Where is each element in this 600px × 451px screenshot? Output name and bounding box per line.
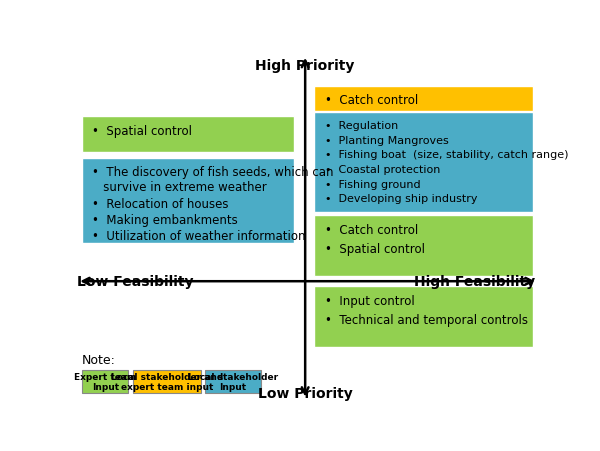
Text: Low Priority: Low Priority	[258, 386, 353, 400]
FancyBboxPatch shape	[82, 117, 293, 153]
Text: Note:: Note:	[82, 353, 116, 366]
FancyBboxPatch shape	[314, 216, 533, 276]
Text: •  Making embankments: • Making embankments	[92, 214, 238, 227]
Text: •  Fishing boat  (size, stability, catch range): • Fishing boat (size, stability, catch r…	[325, 150, 568, 160]
Text: Low Feasibility: Low Feasibility	[77, 275, 194, 289]
Text: •  Utilization of weather information: • Utilization of weather information	[92, 230, 306, 243]
Text: High Feasibility: High Feasibility	[414, 275, 535, 289]
Text: High Priority: High Priority	[256, 60, 355, 74]
Text: •  Developing ship industry: • Developing ship industry	[325, 194, 477, 204]
Text: Expert team
Input: Expert team Input	[74, 372, 136, 391]
FancyBboxPatch shape	[314, 287, 533, 348]
FancyBboxPatch shape	[205, 370, 261, 393]
Text: •  Spatial control: • Spatial control	[92, 124, 192, 137]
Text: •  The discovery of fish seeds, which can
   survive in extreme weather: • The discovery of fish seeds, which can…	[92, 166, 334, 194]
FancyBboxPatch shape	[314, 113, 533, 212]
Text: •  Catch control: • Catch control	[325, 94, 418, 107]
Text: •  Spatial control: • Spatial control	[325, 242, 425, 255]
FancyBboxPatch shape	[314, 87, 533, 111]
Text: •  Planting Mangroves: • Planting Mangroves	[325, 135, 448, 145]
Text: Local stakeholder and
expert team input: Local stakeholder and expert team input	[111, 372, 223, 391]
Text: •  Relocation of houses: • Relocation of houses	[92, 198, 229, 211]
FancyBboxPatch shape	[82, 158, 293, 244]
Text: •  Fishing ground: • Fishing ground	[325, 179, 421, 189]
FancyBboxPatch shape	[133, 370, 200, 393]
Text: •  Input control: • Input control	[325, 295, 415, 308]
Text: •  Coastal protection: • Coastal protection	[325, 165, 440, 175]
Text: Local stakeholder
Input: Local stakeholder Input	[188, 372, 278, 391]
Text: •  Regulation: • Regulation	[325, 121, 398, 131]
Text: •  Catch control: • Catch control	[325, 223, 418, 236]
FancyBboxPatch shape	[82, 370, 128, 393]
Text: •  Technical and temporal controls: • Technical and temporal controls	[325, 313, 528, 327]
